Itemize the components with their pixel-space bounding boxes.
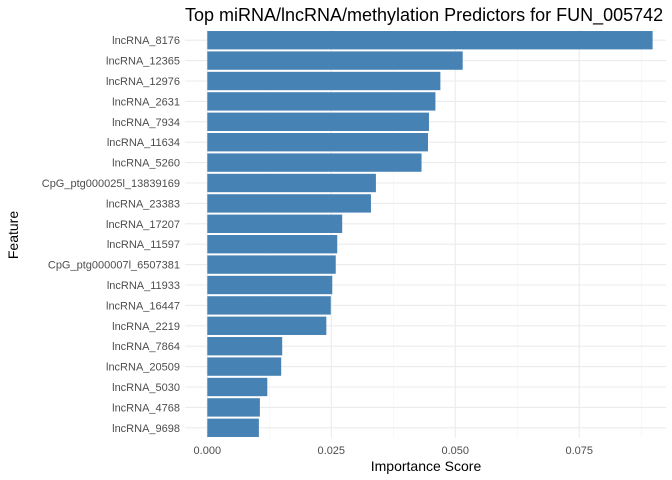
x-tick-labels: 0.000 0.025 0.050 0.075 bbox=[194, 445, 593, 457]
y-tick-label: lncRNA_16447 bbox=[106, 300, 180, 312]
bar bbox=[207, 235, 338, 254]
y-tick-label: lncRNA_2631 bbox=[112, 96, 180, 108]
chart-title: Top miRNA/lncRNA/methylation Predictors … bbox=[185, 5, 663, 26]
y-tick-label: lncRNA_11933 bbox=[107, 280, 180, 292]
bar bbox=[207, 71, 441, 91]
y-tick-label: lncRNA_11597 bbox=[107, 239, 180, 251]
y-tick-label: lncRNA_20509 bbox=[106, 362, 180, 374]
bar bbox=[207, 377, 268, 397]
y-tick-label: lncRNA_12976 bbox=[106, 76, 180, 88]
bar bbox=[207, 316, 327, 335]
bar bbox=[207, 31, 653, 50]
y-tick-label: lncRNA_2219 bbox=[112, 321, 180, 333]
y-tick-label: lncRNA_17207 bbox=[106, 219, 180, 231]
x-axis-title: Importance Score bbox=[371, 458, 482, 474]
y-tick-label: lncRNA_5030 bbox=[112, 382, 180, 394]
bar bbox=[207, 51, 463, 70]
y-tick-label: lncRNA_5260 bbox=[112, 158, 180, 170]
bar bbox=[207, 255, 336, 274]
y-tick-label: lncRNA_11634 bbox=[107, 137, 180, 149]
bar bbox=[207, 153, 422, 172]
y-tick-label: CpG_ptg000025l_13839169 bbox=[42, 178, 180, 190]
bar bbox=[207, 337, 283, 356]
bar bbox=[207, 194, 371, 213]
y-tick-label: lncRNA_8176 bbox=[112, 35, 180, 47]
grid bbox=[185, 30, 666, 438]
bar bbox=[207, 92, 436, 111]
x-tick-label: 0.025 bbox=[318, 445, 346, 457]
bar bbox=[207, 296, 331, 315]
y-tick-label: lncRNA_4768 bbox=[112, 402, 180, 414]
y-tick-labels: lncRNA_8176 lncRNA_12365 lncRNA_12976 lncRN… bbox=[42, 35, 180, 435]
bar bbox=[207, 112, 429, 131]
x-tick-label: 0.050 bbox=[441, 445, 469, 457]
bar bbox=[207, 133, 428, 152]
x-tick-label: 0.000 bbox=[194, 445, 222, 457]
y-tick-label: lncRNA_9698 bbox=[112, 423, 180, 435]
y-tick-label: lncRNA_23383 bbox=[106, 198, 180, 210]
bar bbox=[207, 173, 376, 193]
bars bbox=[207, 31, 653, 437]
bar bbox=[207, 275, 333, 295]
y-tick-label: lncRNA_7934 bbox=[112, 117, 180, 129]
bar bbox=[207, 357, 282, 376]
y-tick-label: lncRNA_7864 bbox=[112, 341, 180, 353]
y-axis-title: Feature bbox=[5, 211, 21, 259]
bar bbox=[207, 418, 259, 437]
y-tick-label: lncRNA_12365 bbox=[106, 56, 180, 68]
bar bbox=[207, 398, 260, 417]
x-tick-label: 0.075 bbox=[565, 445, 593, 457]
bar bbox=[207, 214, 343, 233]
y-tick-label: CpG_ptg000007l_6507381 bbox=[48, 260, 180, 272]
